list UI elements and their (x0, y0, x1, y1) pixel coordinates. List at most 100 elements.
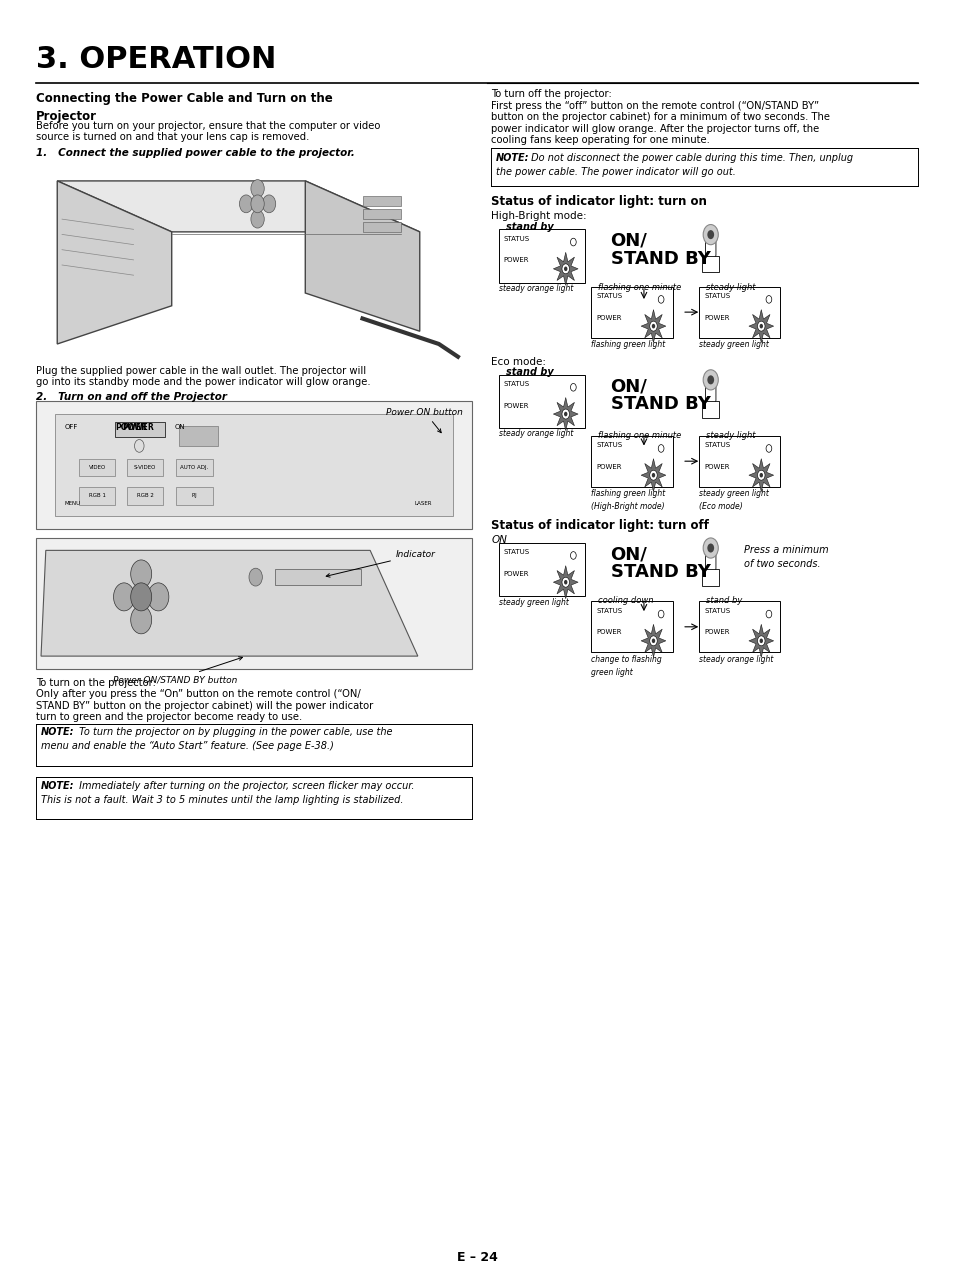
FancyBboxPatch shape (705, 548, 715, 571)
FancyBboxPatch shape (705, 234, 715, 257)
Bar (79, 459, 115, 476)
Text: Indicator: Indicator (326, 550, 436, 577)
Text: POWER: POWER (703, 315, 729, 321)
Polygon shape (748, 459, 773, 492)
Text: First press the “off” button on the remote control (“ON/STAND BY”: First press the “off” button on the remo… (491, 101, 819, 111)
Bar (176, 487, 213, 505)
Circle shape (561, 409, 569, 419)
Text: RGB 2: RGB 2 (136, 493, 153, 498)
Circle shape (706, 544, 714, 553)
Text: flashing one minute: flashing one minute (598, 283, 680, 292)
Circle shape (765, 445, 771, 452)
Bar (362, 196, 400, 206)
Bar (115, 422, 165, 437)
Circle shape (561, 264, 569, 274)
Bar (491, 148, 917, 186)
Text: 2.   Turn on and off the Projector: 2. Turn on and off the Projector (36, 392, 227, 403)
Bar (699, 287, 780, 338)
Text: Press a minimum: Press a minimum (743, 545, 828, 555)
Text: menu and enable the “Auto Start” feature. (See page E-38.): menu and enable the “Auto Start” feature… (41, 741, 334, 752)
Bar (36, 401, 472, 529)
Text: STAND BY: STAND BY (610, 563, 710, 581)
Bar (36, 538, 472, 669)
Text: STATUS: STATUS (596, 293, 621, 299)
Text: STATUS: STATUS (503, 381, 529, 387)
Bar (127, 459, 163, 476)
Circle shape (759, 324, 762, 329)
Circle shape (658, 296, 663, 303)
Text: Power ON/STAND BY button: Power ON/STAND BY button (112, 656, 242, 684)
Polygon shape (748, 459, 773, 492)
Text: (High-Bright mode): (High-Bright mode) (591, 502, 664, 511)
Polygon shape (701, 569, 719, 586)
Text: stand by: stand by (705, 596, 741, 605)
Text: flashing green light: flashing green light (591, 340, 665, 349)
Text: OFF: OFF (65, 424, 78, 431)
Circle shape (131, 606, 152, 634)
Text: steady light: steady light (705, 283, 755, 292)
Circle shape (113, 583, 134, 612)
Bar (179, 426, 217, 446)
Text: Projector: Projector (36, 110, 97, 122)
Text: steady green light: steady green light (699, 489, 768, 498)
Text: POWER: POWER (503, 571, 529, 577)
Text: ON/: ON/ (610, 377, 647, 395)
Text: steady orange light: steady orange light (498, 429, 573, 438)
Polygon shape (748, 310, 773, 343)
Circle shape (765, 296, 771, 303)
Text: Immediately after turning on the projector, screen flicker may occur.: Immediately after turning on the project… (76, 781, 415, 791)
Text: Connecting the Power Cable and Turn on the: Connecting the Power Cable and Turn on t… (36, 92, 333, 104)
Circle shape (131, 559, 152, 589)
Bar (176, 459, 213, 476)
Text: cooling fans keep operating for one minute.: cooling fans keep operating for one minu… (491, 135, 709, 145)
Polygon shape (748, 624, 773, 657)
Text: stand by: stand by (505, 367, 553, 377)
Text: POWER: POWER (115, 423, 147, 432)
Circle shape (706, 231, 714, 240)
Text: Status of indicator light: turn on: Status of indicator light: turn on (491, 195, 706, 208)
Polygon shape (701, 256, 719, 273)
Bar (498, 375, 584, 428)
Text: STATUS: STATUS (703, 608, 729, 614)
Circle shape (759, 473, 762, 478)
Text: POWER: POWER (122, 423, 153, 432)
Circle shape (239, 195, 253, 213)
Circle shape (251, 180, 264, 197)
Text: green light: green light (591, 668, 633, 676)
Text: STAND BY” button on the projector cabinet) will the power indicator: STAND BY” button on the projector cabine… (36, 701, 374, 711)
Polygon shape (748, 624, 773, 657)
Polygon shape (57, 181, 172, 344)
Polygon shape (701, 401, 719, 418)
Text: STATUS: STATUS (703, 442, 729, 448)
Polygon shape (553, 566, 578, 599)
Text: flashing one minute: flashing one minute (598, 431, 680, 440)
Circle shape (649, 636, 657, 646)
Circle shape (651, 473, 655, 478)
Bar (36, 724, 472, 766)
Text: High-Bright mode:: High-Bright mode: (491, 211, 586, 222)
Circle shape (563, 266, 567, 271)
Circle shape (651, 324, 655, 329)
Circle shape (706, 376, 714, 385)
Text: STAND BY: STAND BY (610, 395, 710, 413)
Text: LASER: LASER (415, 501, 432, 506)
Text: POWER: POWER (596, 315, 621, 321)
Circle shape (702, 224, 718, 245)
Text: change to flashing: change to flashing (591, 655, 661, 664)
Polygon shape (553, 397, 578, 431)
Text: steady light: steady light (705, 431, 755, 440)
Text: MENU: MENU (65, 501, 81, 506)
Circle shape (702, 369, 718, 390)
Text: VIDEO: VIDEO (89, 465, 106, 470)
Text: go into its standby mode and the power indicator will glow orange.: go into its standby mode and the power i… (36, 377, 371, 387)
Text: steady orange light: steady orange light (699, 655, 773, 664)
Bar (498, 229, 584, 283)
Text: NOTE:: NOTE: (496, 153, 529, 163)
Bar (36, 777, 472, 819)
Text: power indicator will glow orange. After the projector turns off, the: power indicator will glow orange. After … (491, 124, 819, 134)
Text: POWER: POWER (503, 403, 529, 409)
Circle shape (131, 583, 152, 612)
Text: RGB 1: RGB 1 (89, 493, 106, 498)
Circle shape (757, 470, 764, 480)
Text: turn to green and the projector become ready to use.: turn to green and the projector become r… (36, 712, 302, 722)
